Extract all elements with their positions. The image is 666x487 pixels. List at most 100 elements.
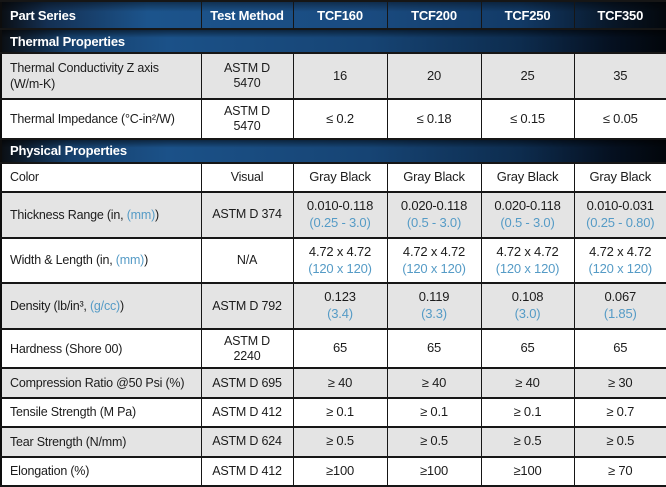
value-main: ≤ 0.05 [602, 110, 638, 126]
table-row: Thermal Impedance (°C-in²/W) ASTM D 5470… [0, 98, 666, 140]
value-main: ≥100 [325, 462, 355, 478]
value-cell-tcf160: 0.123 (3.4) [292, 282, 388, 330]
value-main: ≥ 0.7 [606, 404, 635, 420]
value-metric-sub: (3.0) [514, 306, 541, 322]
value-main: ≥ 0.1 [513, 404, 542, 420]
value-main: ≥ 70 [608, 462, 633, 478]
value-main: ≥ 0.5 [420, 433, 448, 449]
table-row: Thickness Range (in, (mm)) ASTM D 374 0.… [0, 191, 666, 239]
table-row: Hardness (Shore 00) ASTM D 2240 65 65 65… [0, 327, 666, 370]
value-cell-tcf160: ≤ 0.2 [292, 98, 388, 140]
test-method-cell: ASTM D 5470 [200, 98, 294, 140]
value-metric-sub: (120 x 120) [308, 260, 372, 276]
property-label-suffix: ) [144, 253, 149, 268]
test-method-cell: Visual [200, 161, 294, 194]
value-cell-tcf250: 65 [480, 327, 575, 370]
value-main: ≥ 0.5 [326, 433, 354, 449]
header-tcf250: TCF250 [480, 0, 575, 30]
test-method-cell: ASTM D 374 [200, 191, 294, 239]
value-cell-tcf200: Gray Black [386, 161, 482, 194]
header-test-method: Test Method [200, 0, 294, 30]
value-cell-tcf200: ≥ 0.5 [386, 426, 482, 458]
test-method-cell: ASTM D 2240 [200, 327, 294, 370]
property-label-cell: Thermal Impedance (°C-in²/W) [0, 98, 202, 140]
value-main: ≥100 [513, 462, 542, 478]
value-main: 4.72 x 4.72 [496, 243, 559, 259]
value-main: ≥ 40 [327, 374, 353, 390]
value-metric-sub: (120 x 120) [402, 260, 466, 276]
property-label: Thermal Impedance (°C-in²/W) [10, 111, 175, 126]
value-main: 4.72 x 4.72 [589, 243, 652, 259]
value-metric-sub: (3.3) [421, 306, 447, 322]
test-method-cell: ASTM D 695 [200, 367, 294, 399]
value-main: 0.020-0.118 [400, 198, 468, 214]
value-main: 16 [332, 67, 348, 83]
value-main: ≥ 0.5 [606, 433, 635, 449]
value-metric-sub: (1.85) [603, 306, 637, 322]
property-label: Color [10, 170, 39, 185]
property-label-suffix: ) [155, 207, 160, 222]
value-main: Gray Black [309, 169, 371, 185]
test-method-cell: ASTM D 792 [200, 282, 294, 330]
table-body: Thermal Properties Thermal Conductivity … [0, 28, 666, 487]
value-cell-tcf250: ≥100 [480, 455, 575, 487]
test-method-cell: ASTM D 624 [200, 426, 294, 458]
header-tcf160: TCF160 [292, 0, 388, 30]
value-cell-tcf250: ≥ 0.5 [480, 426, 575, 458]
section-header-row: Physical Properties [0, 137, 666, 164]
table-header: Part Series Test Method TCF160 TCF200 TC… [0, 0, 666, 30]
property-label-cell: Width & Length (in, (mm)) [0, 236, 202, 285]
header-tcf350: TCF350 [573, 0, 666, 30]
value-cell-tcf350: ≥ 0.5 [573, 426, 666, 458]
value-main: 35 [613, 67, 628, 83]
value-cell-tcf200: 65 [386, 327, 482, 370]
property-label-cell: Thermal Conductivity Z axis (W/m-K) [0, 51, 202, 101]
section-header-row: Thermal Properties [0, 28, 666, 54]
value-main: ≤ 0.18 [416, 110, 452, 126]
property-label-metric-unit: (mm) [115, 253, 145, 268]
value-cell-tcf350: 65 [573, 327, 666, 370]
property-label: Tear Strength (N/mm) [10, 434, 127, 449]
value-main: 65 [332, 340, 348, 356]
value-cell-tcf200: 4.72 x 4.72 (120 x 120) [386, 236, 482, 285]
property-label-metric-unit: (g/cc) [89, 298, 121, 313]
value-main: Gray Black [403, 169, 465, 185]
value-main: 0.108 [511, 289, 544, 305]
value-cell-tcf350: 4.72 x 4.72 (120 x 120) [573, 236, 666, 285]
header-part-series: Part Series [0, 0, 202, 30]
value-cell-tcf200: ≥100 [386, 455, 482, 487]
header-tcf200: TCF200 [386, 0, 482, 30]
property-label-cell: Tear Strength (N/mm) [0, 426, 202, 458]
property-label-metric-unit: (mm) [126, 207, 156, 222]
value-main: 4.72 x 4.72 [402, 243, 466, 259]
test-method-cell: ASTM D 412 [200, 396, 294, 429]
value-cell-tcf200: 0.119 (3.3) [386, 282, 482, 330]
test-method-cell: ASTM D 5470 [200, 51, 294, 101]
value-cell-tcf250: 25 [480, 51, 575, 101]
value-cell-tcf200: ≥ 0.1 [386, 396, 482, 429]
property-label: Width & Length (in, [10, 253, 116, 268]
value-cell-tcf250: 0.020-0.118 (0.5 - 3.0) [480, 191, 575, 239]
value-cell-tcf200: 20 [386, 51, 482, 101]
value-cell-tcf350: ≥ 30 [573, 367, 666, 399]
value-cell-tcf250: 0.108 (3.0) [480, 282, 575, 330]
value-cell-tcf350: ≥ 0.7 [573, 396, 666, 429]
value-cell-tcf250: Gray Black [480, 161, 575, 194]
value-main: ≥ 0.1 [420, 404, 448, 420]
value-main: ≤ 0.15 [510, 110, 545, 126]
value-cell-tcf250: 4.72 x 4.72 (120 x 120) [480, 236, 575, 285]
value-cell-tcf350: 0.067 (1.85) [573, 282, 666, 330]
value-cell-tcf200: ≤ 0.18 [386, 98, 482, 140]
value-cell-tcf160: 0.010-0.118 (0.25 - 3.0) [292, 191, 388, 239]
value-cell-tcf160: 16 [292, 51, 388, 101]
value-main: 0.010-0.118 [306, 198, 374, 214]
value-main: ≤ 0.2 [326, 110, 354, 126]
property-label: Density (lb/in³, [10, 298, 90, 313]
value-main: 4.72 x 4.72 [308, 243, 372, 259]
value-main: ≥ 40 [421, 374, 447, 390]
value-main: Gray Black [589, 169, 652, 185]
table-row: Elongation (%) ASTM D 412 ≥100 ≥100 ≥100… [0, 455, 666, 487]
value-cell-tcf160: ≥100 [292, 455, 388, 487]
